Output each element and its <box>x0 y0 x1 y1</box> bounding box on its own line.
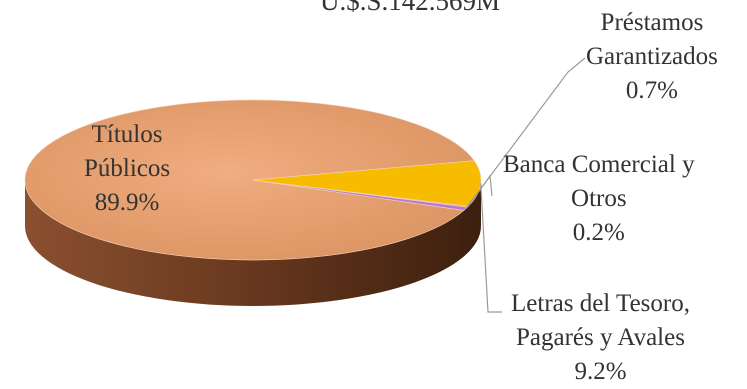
slice-value-label: 89.9% <box>94 189 160 216</box>
slice-label-prestamos-garantizados: Préstamos Garantizados 0.7% <box>586 6 718 108</box>
slice-titulos-publicos <box>24 99 475 261</box>
leader-lines <box>465 57 586 313</box>
leader-line-prestamos <box>465 57 586 210</box>
slice-label-line: Otros <box>571 185 627 212</box>
slice-label-letras-del-tesoro: Letras del Tesoro, Pagarés y Avales 9.2% <box>511 287 690 389</box>
slice-label-line: Públicos <box>84 155 171 182</box>
pie-slices <box>24 99 482 261</box>
slice-label-titulos-publicos: Títulos Públicos 89.9% <box>84 118 170 220</box>
chart-title: U.$.S.142.569M <box>320 0 501 16</box>
slice-label-line: Pagarés y Avales <box>516 324 685 351</box>
slice-label-banca-comercial: Banca Comercial y Otros 0.2% <box>503 148 695 250</box>
leader-line-banca <box>467 174 493 208</box>
slice-value-label: 0.2% <box>572 219 625 246</box>
slice-label-line: Títulos <box>91 121 163 148</box>
slice-value-label: 0.7% <box>625 77 678 104</box>
slice-label-line: Banca Comercial y <box>503 151 695 178</box>
slice-label-line: Préstamos <box>600 9 704 36</box>
slice-label-line: Letras del Tesoro, <box>511 290 690 317</box>
pie-side-wall <box>25 180 481 306</box>
leader-line-letras <box>480 183 502 313</box>
slice-label-line: Garantizados <box>586 43 718 70</box>
slice-value-label: 9.2% <box>574 358 627 385</box>
